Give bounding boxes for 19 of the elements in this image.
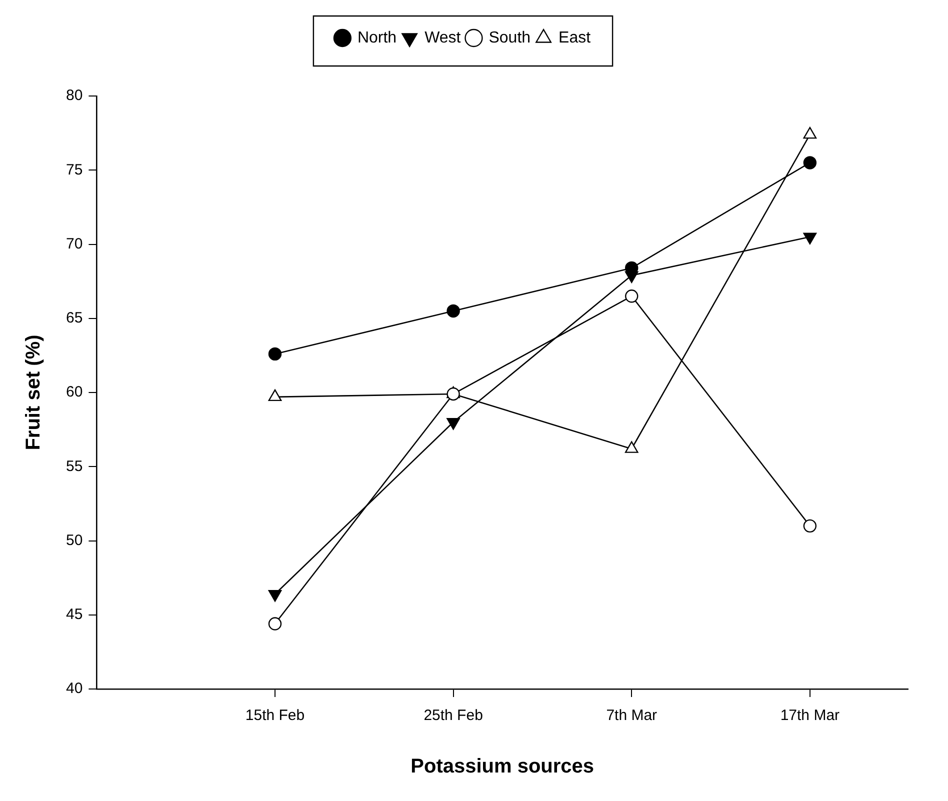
y-axis-title: Fruit set (%)	[22, 334, 45, 450]
y-tick-label: 70	[66, 235, 83, 252]
x-axis-title: Potassium sources	[410, 756, 594, 778]
y-tick-label: 40	[66, 680, 83, 698]
y-tick-label: 75	[66, 161, 83, 178]
legend-label: West	[424, 29, 462, 46]
x-tick-label: 25th Feb	[424, 707, 483, 724]
legend-label: East	[558, 29, 592, 46]
y-tick-label: 55	[66, 458, 83, 475]
legend-label: South	[488, 29, 531, 46]
y-tick-label: 65	[66, 310, 83, 327]
y-tick-label: 45	[66, 606, 83, 624]
y-tick-label: 60	[66, 384, 83, 401]
x-tick-label: 7th Mar	[606, 707, 658, 724]
x-tick-label: 17th Mar	[780, 707, 840, 724]
y-tick-label: 50	[66, 532, 83, 549]
y-tick-label: 80	[66, 87, 83, 104]
legend-label: North	[357, 29, 397, 46]
x-tick-label: 15th Feb	[245, 707, 305, 724]
